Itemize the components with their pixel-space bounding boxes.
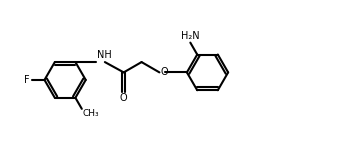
Text: NH: NH [97,50,112,60]
Text: O: O [120,93,127,104]
Text: O: O [161,67,169,77]
Text: F: F [24,75,30,85]
Text: H₂N: H₂N [181,31,200,41]
Text: CH₃: CH₃ [83,109,99,118]
